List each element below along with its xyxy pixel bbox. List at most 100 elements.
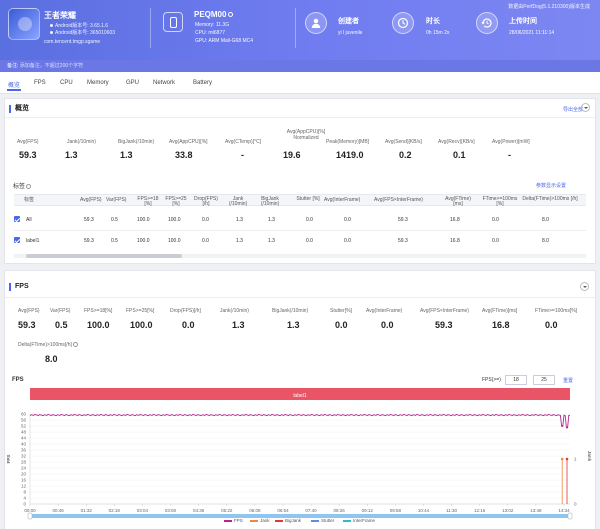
table-cell: 1.3 <box>236 217 243 223</box>
col-header[interactable]: Avg(InterFrame) <box>324 197 361 203</box>
col-header[interactable]: Jank (/10min) <box>228 196 248 207</box>
metric-value: 1.3 <box>120 150 133 160</box>
table-cell: 100.0 <box>137 217 150 223</box>
fps-metric-label: Avg(FPS×InterFrame) <box>420 308 469 314</box>
fps-metric-value: 100.0 <box>87 320 110 330</box>
upload-label: 上传时间 <box>509 18 537 25</box>
y-tick-label: 24 <box>21 466 27 471</box>
reset-link[interactable]: 重置 <box>563 378 574 384</box>
col-header[interactable]: FPS>=18 [%] <box>137 196 159 207</box>
legend-swatch <box>311 519 319 522</box>
fps-metric-value: 100.0 <box>130 320 153 330</box>
col-header[interactable]: FTime>=100ms [%] <box>482 196 518 207</box>
phone-icon <box>163 12 183 32</box>
divider <box>5 117 595 118</box>
fps-drop-point <box>561 425 564 427</box>
x-tick-label: 05:22 <box>221 508 233 513</box>
col-header[interactable]: Avg(FTime) [ms] <box>445 196 471 207</box>
metric-label: Avg(Recv)[KB/s] <box>438 139 475 145</box>
table-scrollbar[interactable] <box>14 254 586 258</box>
metric-value: 19.6 <box>283 150 301 160</box>
bigjank-point <box>565 457 569 461</box>
divider <box>150 8 151 48</box>
table-cell: 59.3 <box>84 238 94 244</box>
col-header[interactable]: Var(FPS) <box>106 197 127 203</box>
collapse-toggle-icon[interactable] <box>581 103 590 112</box>
tab-cpu[interactable]: CPU <box>60 80 73 86</box>
package-name: com.tencent.tmgp.sgame <box>44 39 101 45</box>
divider <box>5 297 595 298</box>
tab-overview[interactable]: 概览 <box>6 80 22 91</box>
x-tick-label: 04:36 <box>193 508 205 513</box>
overview-card: 概览 导出全部 Avg(FPS) 59.3 Jank(/10min) 1.3 B… <box>4 98 596 264</box>
legend-item-fps[interactable]: FPS <box>224 518 243 523</box>
col-header[interactable]: FPS>=25 [%] <box>165 196 187 207</box>
fps-metric-value: 0.0 <box>381 320 394 330</box>
help-icon[interactable] <box>72 342 78 348</box>
device-memory: Memory: 11.3G <box>195 22 230 28</box>
fps-metric-value: 0.5 <box>55 320 68 330</box>
legend-item-interframe[interactable]: InterFrame <box>343 518 375 523</box>
user-icon <box>305 12 327 34</box>
col-header[interactable]: Avg(FPS×InterFrame) <box>374 197 423 203</box>
creator-value: yi l juvenile <box>338 30 363 36</box>
table-cell: 8.0 <box>542 217 549 223</box>
legend-item-bigjank[interactable]: BigJank <box>275 518 301 523</box>
col-header[interactable]: Drop(FPS) [/h] <box>194 196 218 207</box>
table-cell: 0.0 <box>344 217 351 223</box>
row-checkbox[interactable] <box>14 216 20 222</box>
tab-bar: 概览 FPS CPU Memory GPU Network Battery <box>0 72 600 94</box>
tab-fps[interactable]: FPS <box>34 80 46 86</box>
table-cell: 8.0 <box>542 238 549 244</box>
y-tick-label: 60 <box>21 412 27 417</box>
legend-item-stutter[interactable]: Stutter <box>311 518 334 523</box>
col-header[interactable]: Avg(FPS) <box>80 197 102 203</box>
table-cell: 16.8 <box>450 217 460 223</box>
note-bar[interactable]: 备注: 添加备注，不超过200个字符 <box>0 60 600 72</box>
tab-network[interactable]: Network <box>153 80 176 86</box>
table-cell: 59.3 <box>84 217 94 223</box>
col-header[interactable]: Stutter [%] <box>296 196 320 202</box>
y-tick-label: 12 <box>21 484 27 489</box>
x-tick-label: 03:50 <box>165 508 177 513</box>
fps-threshold-input-1[interactable]: 18 <box>505 375 527 385</box>
export-all-link[interactable]: 导出全部 <box>562 107 583 113</box>
legend-item-jank[interactable]: Jank <box>250 518 270 523</box>
tab-gpu[interactable]: GPU <box>126 80 140 86</box>
range-handle-left <box>27 512 33 520</box>
y-tick-label: 56 <box>21 418 27 423</box>
scrollbar-thumb[interactable] <box>26 254 182 258</box>
table-cell: 0.0 <box>202 217 209 223</box>
y-tick-label: 44 <box>21 436 27 441</box>
x-tick-label: 10:44 <box>418 508 430 513</box>
metric-value: 1419.0 <box>336 150 364 160</box>
x-tick-label: 13:02 <box>502 508 514 513</box>
metric-value: 33.8 <box>175 150 193 160</box>
fps-metric-label: Avg(FPS) <box>18 308 40 314</box>
row-checkbox[interactable] <box>14 237 20 243</box>
legend-label: InterFrame <box>353 518 376 523</box>
tab-memory[interactable]: Memory <box>87 80 109 86</box>
col-header[interactable]: Delta(FTime)>100ms [/h] <box>522 196 578 202</box>
fps-threshold-input-2[interactable]: 25 <box>533 375 555 385</box>
info-icon <box>228 12 234 18</box>
table-cell: 100.0 <box>137 238 150 244</box>
col-header[interactable]: BigJank (/10min) <box>260 196 280 207</box>
table-cell: 1.3 <box>268 238 275 244</box>
device-cpu: CPU: mt6877 <box>195 30 226 36</box>
help-icon[interactable] <box>26 183 32 189</box>
divider <box>295 8 296 48</box>
fps-metric-label: FPS>=25[%] <box>126 308 155 314</box>
tab-battery[interactable]: Battery <box>193 80 213 86</box>
y-tick-label: 52 <box>21 424 27 429</box>
note-input[interactable]: 添加备注，不超过200个字符 <box>19 63 84 69</box>
note-label: 备注: <box>7 63 19 69</box>
collapse-toggle-icon[interactable] <box>580 282 589 291</box>
fps-metric-label: Avg(InterFrame) <box>366 308 403 314</box>
fps-metric-value: 0.0 <box>182 320 195 330</box>
param-settings-link[interactable]: 参数显示设置 <box>536 183 567 189</box>
device-gpu: GPU: ARM Mali-G68 MC4 <box>195 38 254 44</box>
fps-metric-label: Delta(FTime)>100ms[/h] <box>18 342 72 348</box>
chart-band-label: label1 <box>293 393 307 399</box>
